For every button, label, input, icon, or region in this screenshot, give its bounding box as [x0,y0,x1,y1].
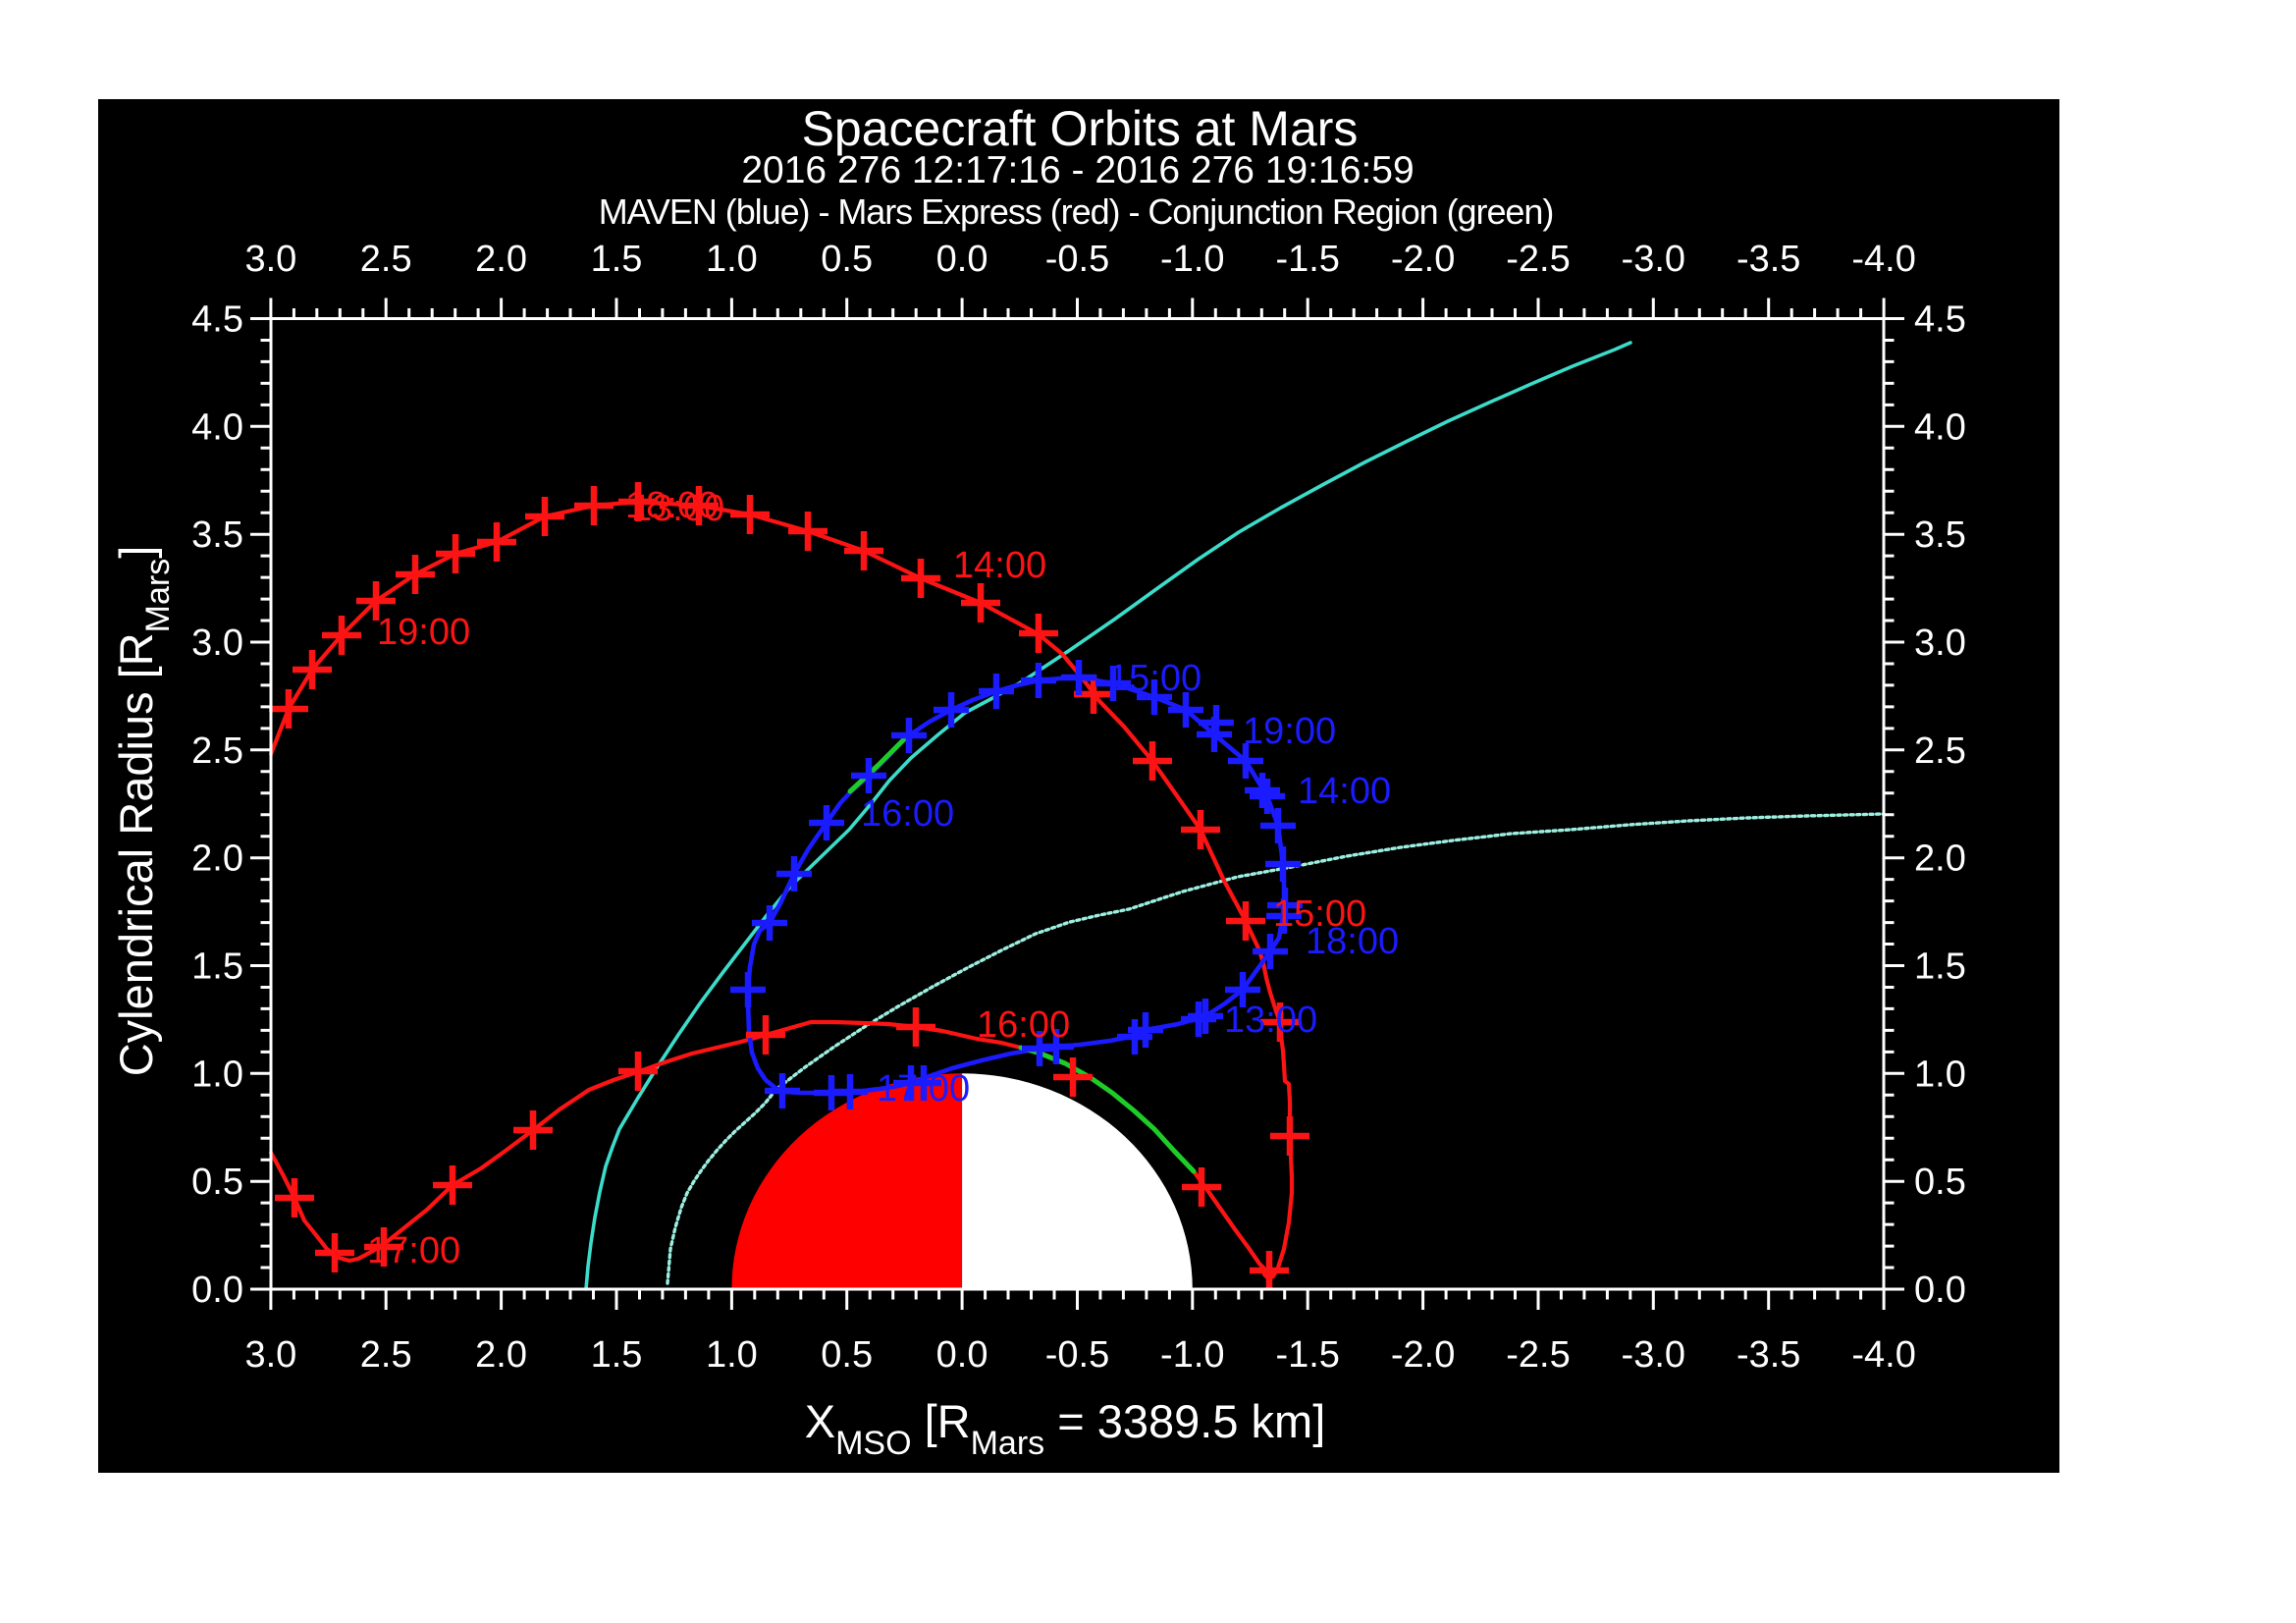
svg-text:MAVEN (blue) - Mars Express (r: MAVEN (blue) - Mars Express (red) - Conj… [599,191,1554,232]
svg-text:0.5: 0.5 [1914,1162,1966,1203]
svg-text:17:00: 17:00 [367,1230,460,1271]
svg-text:3.0: 3.0 [244,239,296,280]
svg-text:0.5: 0.5 [821,239,873,280]
svg-text:2.5: 2.5 [1914,730,1966,772]
svg-text:2.5: 2.5 [191,730,243,772]
svg-text:-1.5: -1.5 [1275,1334,1339,1376]
svg-text:14:00: 14:00 [1298,771,1391,812]
svg-text:0.0: 0.0 [1914,1270,1966,1311]
svg-text:19:00: 19:00 [1243,711,1336,752]
svg-text:1.0: 1.0 [706,1334,758,1376]
svg-text:18:00: 18:00 [1306,921,1399,962]
svg-text:-1.0: -1.0 [1160,1334,1224,1376]
svg-text:2.0: 2.0 [475,1334,527,1376]
svg-text:2.5: 2.5 [360,1334,412,1376]
svg-text:0.0: 0.0 [936,239,988,280]
svg-text:4.0: 4.0 [1914,406,1966,448]
svg-text:16:00: 16:00 [977,1004,1070,1046]
svg-text:-1.0: -1.0 [1160,239,1224,280]
svg-text:13:00: 13:00 [1224,1000,1317,1041]
svg-text:18:00: 18:00 [625,485,719,526]
svg-text:1.5: 1.5 [191,947,243,988]
svg-text:3.0: 3.0 [1914,622,1966,664]
svg-text:1.5: 1.5 [591,1334,643,1376]
svg-text:-2.0: -2.0 [1391,1334,1455,1376]
svg-text:1.5: 1.5 [591,239,643,280]
svg-text:-1.5: -1.5 [1275,239,1339,280]
svg-text:2.0: 2.0 [191,839,243,880]
svg-text:4.0: 4.0 [191,406,243,448]
svg-text:1.5: 1.5 [1914,947,1966,988]
svg-text:0.0: 0.0 [936,1334,988,1376]
svg-text:3.0: 3.0 [191,622,243,664]
svg-text:0.0: 0.0 [191,1270,243,1311]
svg-text:1.0: 1.0 [706,239,758,280]
svg-text:2016 276 12:17:16 - 2016 276 1: 2016 276 12:17:16 - 2016 276 19:16:59 [741,149,1414,191]
svg-text:13:00: 13:00 [631,488,724,529]
svg-text:19:00: 19:00 [377,612,470,653]
svg-text:3.5: 3.5 [191,514,243,556]
svg-text:2.5: 2.5 [360,239,412,280]
svg-text:17:00: 17:00 [877,1068,970,1109]
svg-text:-4.0: -4.0 [1851,1334,1915,1376]
svg-text:Spacecraft Orbits at Mars: Spacecraft Orbits at Mars [802,101,1359,156]
svg-text:-4.0: -4.0 [1851,239,1915,280]
svg-text:-2.0: -2.0 [1391,239,1455,280]
svg-text:-3.5: -3.5 [1736,1334,1800,1376]
svg-text:1.0: 1.0 [191,1054,243,1095]
svg-text:-3.0: -3.0 [1622,239,1685,280]
svg-text:15:00: 15:00 [1108,658,1201,699]
svg-text:14:00: 14:00 [953,545,1046,586]
svg-text:-3.5: -3.5 [1736,239,1800,280]
svg-text:0.5: 0.5 [821,1334,873,1376]
svg-text:-0.5: -0.5 [1045,239,1109,280]
svg-text:2.0: 2.0 [475,239,527,280]
svg-text:-3.0: -3.0 [1622,1334,1685,1376]
svg-text:15:00: 15:00 [1273,893,1366,935]
svg-text:4.5: 4.5 [1914,299,1966,341]
svg-text:3.5: 3.5 [1914,514,1966,556]
svg-text:0.5: 0.5 [191,1162,243,1203]
svg-text:3.0: 3.0 [244,1334,296,1376]
svg-text:16:00: 16:00 [861,793,954,835]
svg-text:-2.5: -2.5 [1506,1334,1570,1376]
svg-text:4.5: 4.5 [191,299,243,341]
svg-text:1.0: 1.0 [1914,1054,1966,1095]
svg-text:-0.5: -0.5 [1045,1334,1109,1376]
svg-text:-2.5: -2.5 [1506,239,1570,280]
svg-text:2.0: 2.0 [1914,839,1966,880]
